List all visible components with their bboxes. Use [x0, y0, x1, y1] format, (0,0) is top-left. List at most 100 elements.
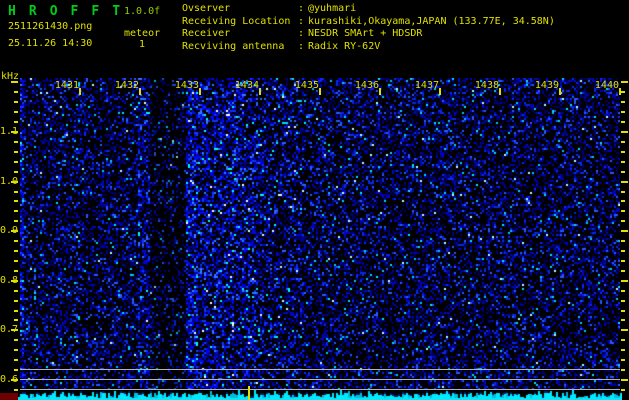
time-axis-label: 1431 [54, 80, 79, 91]
freq-minor-tick-left [14, 101, 18, 103]
info-value: kurashiki,Okayama,JAPAN (133.77E, 34.58N… [308, 15, 555, 27]
freq-minor-tick-left [14, 349, 18, 351]
info-label: Ovserver [182, 3, 231, 14]
freq-minor-tick-left [14, 240, 18, 242]
time-axis-label: 1432 [114, 80, 139, 91]
info-separator: : [298, 28, 305, 39]
freq-minor-tick-right [621, 270, 625, 272]
time-axis-tick [559, 88, 561, 95]
freq-axis-unit: kHz [1, 71, 20, 82]
freq-minor-tick-left [14, 260, 18, 262]
time-axis-tick [79, 88, 81, 95]
info-row: Receiver: NESDR SMArt + HDSDR [182, 28, 628, 41]
time-axis-tick [139, 88, 141, 95]
freq-minor-tick-right [621, 369, 625, 371]
freq-minor-tick-right [621, 310, 625, 312]
info-label: Recviving antenna [182, 40, 285, 52]
strip-left-red-block [0, 393, 18, 400]
freq-minor-tick-left [14, 369, 18, 371]
freq-minor-tick-left [14, 200, 18, 202]
info-separator: : [298, 40, 305, 52]
freq-minor-tick-left [14, 339, 18, 341]
freq-axis-label: 0.6 [0, 374, 19, 385]
freq-minor-tick-right [621, 220, 625, 222]
freq-axis-label: 0.7 [0, 324, 19, 335]
freq-minor-tick-right [621, 101, 625, 103]
output-filename: 2511261430.png [8, 21, 93, 32]
freq-minor-tick-left [14, 389, 18, 391]
file-datetime: 25.11.26 14:30 [8, 38, 93, 49]
info-separator: : [298, 15, 305, 27]
file-counter: 1 [139, 39, 146, 50]
spectrogram-canvas [20, 78, 620, 390]
time-axis-tick [319, 88, 321, 95]
freq-minor-tick-right [621, 161, 625, 163]
freq-axis-label: 0.8 [0, 275, 19, 286]
info-value: NESDR SMArt + HDSDR [308, 28, 423, 39]
freq-minor-tick-right [621, 290, 625, 292]
freq-minor-tick-left [14, 121, 18, 123]
freq-minor-tick-right [621, 210, 625, 212]
freq-minor-tick-left [14, 300, 18, 302]
freq-minor-tick-right [621, 141, 625, 143]
freq-axis-label: 1.1 [0, 126, 19, 137]
info-value: Radix RY-62V [308, 40, 381, 52]
freq-minor-tick-left [14, 319, 18, 321]
time-axis-label: 1440 [594, 80, 619, 91]
freq-minor-tick-left [14, 191, 18, 193]
freq-minor-tick-right [621, 300, 625, 302]
freq-minor-tick-right [621, 191, 625, 193]
freq-axis-label: 1.0 [0, 176, 19, 187]
app-version: 1.0.0f [124, 6, 161, 17]
freq-minor-tick-right [621, 260, 625, 262]
freq-major-tick-left [11, 379, 18, 381]
freq-minor-tick-right [621, 389, 625, 391]
time-axis-label: 1437 [414, 80, 439, 91]
time-axis-label: 1438 [474, 80, 499, 91]
freq-minor-tick-left [14, 290, 18, 292]
freq-minor-tick-right [621, 171, 625, 173]
freq-axis-label: 0.9 [0, 225, 19, 236]
time-axis-label: 1439 [534, 80, 559, 91]
time-axis-label: 1436 [354, 80, 379, 91]
reference-line [20, 369, 620, 370]
freq-minor-tick-left [14, 171, 18, 173]
time-axis-tick [379, 88, 381, 95]
time-axis-label: 1434 [234, 80, 259, 91]
time-axis-tick [619, 88, 621, 95]
freq-minor-tick-left [14, 270, 18, 272]
freq-minor-tick-right [621, 111, 625, 113]
time-axis-label: 1435 [294, 80, 319, 91]
time-axis-tick [499, 88, 501, 95]
info-row: Receiving Location: kurashiki,Okayama,JAP… [182, 16, 628, 29]
info-label: Receiving Location [182, 15, 291, 27]
freq-major-tick-left [11, 131, 18, 133]
freq-minor-tick-left [14, 359, 18, 361]
freq-minor-tick-right [621, 240, 625, 242]
freq-minor-tick-right [621, 200, 625, 202]
freq-minor-tick-right [621, 91, 625, 93]
freq-major-tick-right [621, 379, 628, 381]
freq-major-tick-left [11, 329, 18, 331]
info-label: Receiver [182, 28, 231, 39]
info-separator: : [298, 3, 305, 14]
info-value: @yuhmari [308, 3, 357, 14]
freq-minor-tick-right [621, 359, 625, 361]
time-axis-tick [439, 88, 441, 95]
freq-minor-tick-left [14, 210, 18, 212]
freq-major-tick-right [621, 230, 628, 232]
freq-major-tick-right [621, 329, 628, 331]
freq-major-tick-right [621, 131, 628, 133]
time-axis-tick [199, 88, 201, 95]
freq-minor-tick-left [14, 151, 18, 153]
freq-minor-tick-left [14, 91, 18, 93]
freq-minor-tick-right [621, 121, 625, 123]
reference-line [20, 389, 620, 390]
mode-label: meteor [124, 28, 161, 39]
app-title: H R O F F T [8, 4, 123, 19]
freq-minor-tick-right [621, 151, 625, 153]
freq-major-tick-left [11, 230, 18, 232]
freq-major-tick-right [621, 81, 628, 83]
freq-minor-tick-right [621, 349, 625, 351]
